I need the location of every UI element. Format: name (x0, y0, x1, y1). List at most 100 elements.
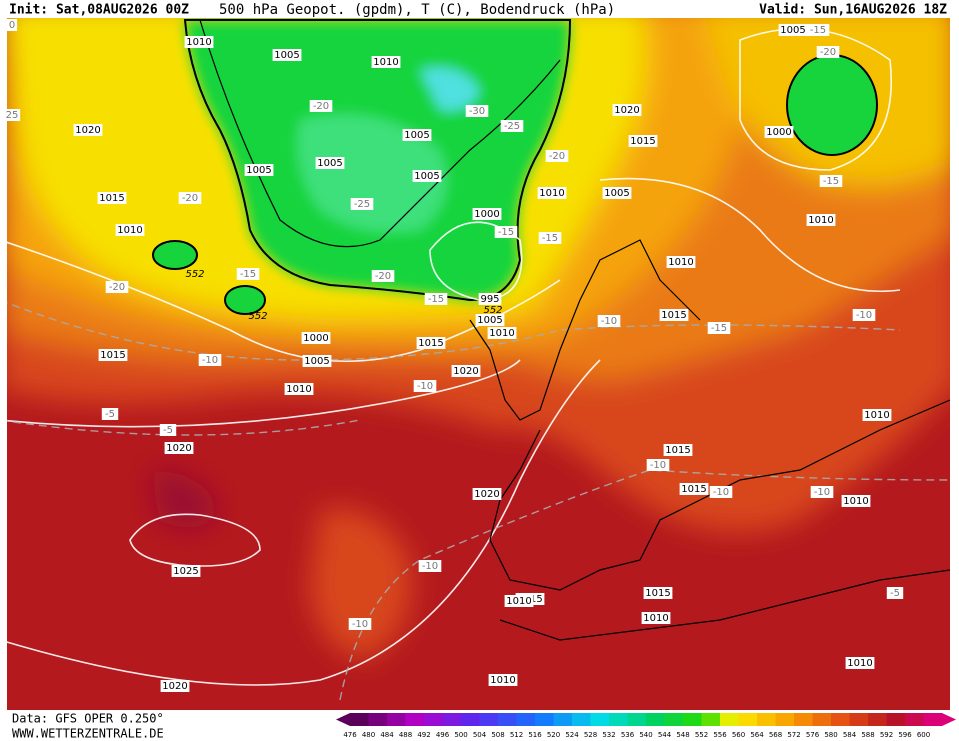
colorbar-label: 588 (861, 731, 874, 739)
colorbar-cell (387, 713, 406, 726)
colorbar-cell (849, 713, 869, 726)
temperature-label: -15 (240, 269, 256, 280)
pressure-label: 1015 (630, 136, 655, 147)
pressure-label-box (487, 327, 517, 339)
colorbar-cell (664, 713, 684, 726)
pressure-label: 1005 (477, 315, 502, 326)
temperature-label-box (545, 150, 569, 162)
temperature-label: -15 (498, 227, 514, 238)
colorbar-label: 544 (658, 731, 672, 739)
colorbar-label: 580 (824, 731, 837, 739)
colorbar-label: 568 (769, 731, 782, 739)
colorbar-cell (368, 713, 388, 726)
pressure-label: 1005 (304, 356, 329, 367)
temperature-label: -5 (163, 425, 173, 436)
map-labels: 1010 1005 1010 1020 1005 1005 1005 1005 1015 1010… (3, 19, 904, 692)
colorbar-label: 576 (806, 731, 820, 739)
pressure-label-box (504, 595, 534, 607)
pressure-label: 1020 (166, 443, 191, 454)
pressure-label-box (845, 657, 875, 669)
colorbar-cell (553, 713, 573, 726)
temperature-label-box (348, 618, 372, 630)
pressure-label-box (98, 349, 128, 361)
colorbar-label: 492 (417, 731, 430, 739)
colorbar-label: 484 (380, 731, 394, 739)
pressure-label: 1020 (162, 681, 187, 692)
colorbar-label: 488 (399, 731, 412, 739)
pressure-label: 1020 (75, 125, 100, 136)
colorbar-cell (812, 713, 832, 726)
pressure-label: 1010 (864, 410, 889, 421)
colorbar-cell (424, 713, 443, 726)
pressure-label: 1010 (843, 496, 868, 507)
pressure-label: 1015 (645, 588, 670, 599)
pressure-label: 1015 (681, 484, 706, 495)
pressure-label: 1010 (186, 37, 211, 48)
temperature-label: -30 (469, 106, 485, 117)
temperature-label-box (465, 105, 489, 117)
pressure-label-box (679, 483, 709, 495)
temperature-label: -15 (810, 25, 826, 36)
colorbar-label: 560 (732, 731, 745, 739)
pressure-label-box (416, 337, 446, 349)
colorbar-cell (350, 713, 369, 726)
pressure-label: 1025 (173, 566, 198, 577)
pressure-label: 1005 (780, 25, 805, 36)
pressure-label-box (641, 612, 671, 624)
temperature-label: -20 (313, 101, 329, 112)
colorbar-cell (868, 713, 887, 726)
colorbar-label: 540 (639, 731, 652, 739)
pressure-label-box (659, 309, 689, 321)
pressure-label: 1000 (474, 209, 499, 220)
colorbar-cell (461, 713, 480, 726)
pressure-label-box (472, 488, 502, 500)
pressure-label: 1000 (303, 333, 328, 344)
colorbar-cell (701, 713, 721, 726)
temperature-label-box (500, 120, 524, 132)
pressure-label-box (73, 124, 103, 136)
temperature-label: -20 (820, 47, 836, 58)
colorbar-cell (831, 713, 850, 726)
pressure-label: 1015 (665, 445, 690, 456)
pressure-label: 1010 (489, 328, 514, 339)
temperature-label-box (178, 192, 202, 204)
pressure-label-box (602, 187, 632, 199)
colorbar-label: 500 (454, 731, 467, 739)
pressure-label: 1015 (100, 350, 125, 361)
pressure-label-box (412, 170, 442, 182)
colorbar-label: 528 (584, 731, 597, 739)
colorbar-label: 504 (473, 731, 487, 739)
temperature-label: -15 (428, 294, 444, 305)
pressure-label-box (475, 314, 505, 326)
colorbar-cell (683, 713, 702, 726)
colorbar-cell (775, 713, 795, 726)
temperature-label: -20 (182, 193, 198, 204)
temperature-label: -10 (713, 487, 729, 498)
pressure-label-box (184, 36, 214, 48)
colorbar-cell (794, 713, 813, 726)
valid-time: Valid: Sun,16AUG2026 18Z (759, 3, 947, 18)
pressure-label: 1000 (766, 127, 791, 138)
colorbar-label: 508 (491, 731, 504, 739)
colorbar-cell (535, 713, 554, 726)
pressure-label-box (371, 56, 401, 68)
pressure-label-box (97, 192, 127, 204)
temperature-label-box (494, 226, 518, 238)
colorbar-label: 536 (621, 731, 635, 739)
colorbar-cell (609, 713, 628, 726)
temperature-label-box (538, 232, 562, 244)
temperature-label-box (236, 268, 260, 280)
temperature-label: -20 (375, 271, 391, 282)
temperature-label-box (159, 424, 177, 436)
colorbar-label: 520 (547, 731, 560, 739)
colorbar-cell (498, 713, 517, 726)
pressure-label: 1005 (246, 165, 271, 176)
colorbar-cell (405, 713, 425, 726)
temperature-label-box (350, 198, 374, 210)
pressure-label: 1010 (643, 613, 668, 624)
pressure-label-box (164, 442, 194, 454)
colorbar-label: 572 (787, 731, 800, 739)
colorbar-label: 476 (343, 731, 357, 739)
temperature-label: -10 (814, 487, 830, 498)
